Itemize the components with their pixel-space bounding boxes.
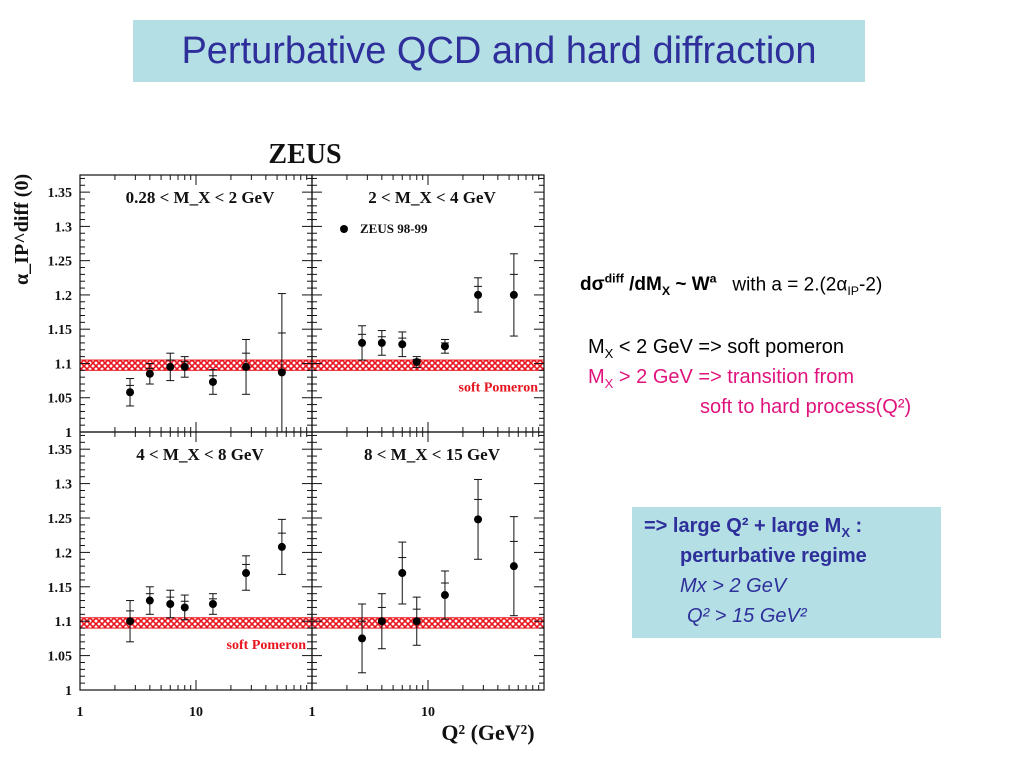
y-tick-label: 1.3 <box>55 478 73 493</box>
zeus-figure: ZEUS α_IP^diff (0) Q² (GeV²) 1 1.05 1.1 1.15 1.… <box>11 139 545 745</box>
y-tick-label: 1.05 <box>48 650 73 665</box>
y-tick-label: 1.3 <box>55 220 73 235</box>
data-point <box>398 569 407 578</box>
formula-with: with a = 2.(2 <box>716 274 837 296</box>
note-hard-process: soft to hard process(Q²) <box>700 396 912 418</box>
data-point <box>208 600 217 608</box>
note2-sub: X <box>604 376 614 391</box>
y-tick-label: 1.25 <box>48 255 73 270</box>
data-point <box>180 362 189 371</box>
formula-diff: diff <box>604 272 624 286</box>
panel-title: 4 < M_X < 8 GeV <box>136 445 264 464</box>
x-tick-label: 1 <box>309 705 316 720</box>
data-point <box>474 290 483 299</box>
note1-sub: X <box>604 346 614 361</box>
soft-pomeron-label: soft Pomeron <box>227 638 307 653</box>
x-tick-label: 10 <box>189 705 203 720</box>
y-tick-label: 1.35 <box>48 443 73 458</box>
slide-title: Perturbative QCD and hard diffraction <box>181 29 817 72</box>
data-point <box>242 569 251 578</box>
y-tick-label: 1.2 <box>55 289 73 304</box>
conclusion-line-3: Mx > 2 GeV <box>680 575 787 597</box>
data-point <box>358 634 367 643</box>
panel-title: 2 < M_X < 4 GeV <box>368 188 496 207</box>
note2-rest: > 2 GeV => transition from <box>613 366 855 388</box>
panel-title: 8 < M_X < 15 GeV <box>364 445 501 464</box>
formula-d: d <box>580 274 592 296</box>
note2-m: M <box>588 366 605 388</box>
data-point <box>440 591 449 600</box>
y-tick-label: 1.2 <box>55 546 73 561</box>
conclusion-1a: => large Q² + large M <box>644 515 842 537</box>
soft-pomeron-band <box>311 617 545 629</box>
formula-ip: IP <box>847 284 860 299</box>
x-tick-label: 10 <box>421 705 435 720</box>
formula-tilde: ~ <box>670 274 692 296</box>
legend-label: ZEUS 98-99 <box>360 221 428 236</box>
note-transition: MX > 2 GeV => transition from <box>588 366 854 391</box>
title-banner: Perturbative QCD and hard diffraction <box>133 20 865 82</box>
data-point <box>377 338 386 347</box>
x-tick-label: 1 <box>77 705 84 720</box>
data-point <box>145 369 154 378</box>
soft-pomeron-band <box>79 617 313 629</box>
data-point <box>412 617 421 626</box>
data-point <box>509 562 518 571</box>
conclusion-1sub: X <box>841 525 850 540</box>
data-point <box>398 340 407 349</box>
formula-sigma: σ <box>591 274 605 296</box>
formula-dm: /dM <box>623 274 662 296</box>
data-point <box>440 342 449 351</box>
conclusion-line-4: Q² > 15 GeV² <box>687 605 807 627</box>
soft-pomeron-band <box>311 359 545 371</box>
y-tick-label: 1 <box>65 426 72 441</box>
cross-section-formula: dσdiff /dMX ~ Wa with a = 2.(2αIP-2) <box>580 272 882 298</box>
note1-rest: < 2 GeV => soft pomeron <box>613 336 845 358</box>
formula-x: X <box>661 284 671 299</box>
y-tick-label: 1.15 <box>48 323 73 338</box>
data-point <box>277 368 286 377</box>
note1-m: M <box>588 336 605 358</box>
soft-pomeron-label: soft Pomeron <box>459 380 539 395</box>
data-point <box>126 617 135 626</box>
figure-xlabel: Q² (GeV²) <box>441 720 534 745</box>
data-point <box>208 377 217 386</box>
note-soft-pomeron: MX < 2 GeV => soft pomeron <box>588 336 844 361</box>
y-tick-label: 1.1 <box>55 615 73 630</box>
data-point <box>242 362 251 371</box>
panel-frame <box>79 174 313 433</box>
conclusion-line-1: => large Q² + large MX : <box>644 515 862 540</box>
figure-ylabel: α_IP^diff (0) <box>11 174 33 285</box>
data-point <box>377 617 386 626</box>
y-tick-label: 1.25 <box>48 512 73 527</box>
conclusion-line-2: perturbative regime <box>680 545 867 567</box>
formula-a: a <box>709 272 717 286</box>
formula-tail: -2) <box>859 274 883 296</box>
y-tick-label: 1.1 <box>55 357 73 372</box>
figure-experiment-label: ZEUS <box>268 139 341 170</box>
data-point <box>509 290 518 299</box>
data-point <box>166 362 175 371</box>
panel-title: 0.28 < M_X < 2 GeV <box>126 188 275 207</box>
data-point <box>166 600 175 608</box>
formula-alpha: α <box>836 274 848 296</box>
data-point <box>180 603 189 612</box>
conclusion-1b: : <box>849 515 863 537</box>
data-point <box>145 596 154 605</box>
y-tick-label: 1.05 <box>48 392 73 407</box>
formula-w: W <box>691 274 710 296</box>
panel-frame <box>311 431 545 691</box>
legend-marker <box>340 225 348 233</box>
data-point <box>474 515 483 524</box>
data-point <box>358 338 367 347</box>
data-point <box>277 542 286 551</box>
soft-pomeron-band <box>79 359 313 371</box>
y-tick-label: 1.15 <box>48 581 73 596</box>
data-point <box>126 388 135 397</box>
y-tick-label: 1.35 <box>48 186 73 201</box>
data-point <box>412 358 421 367</box>
conclusion-box: => large Q² + large MX : perturbative re… <box>632 507 941 638</box>
y-tick-label: 1 <box>65 684 72 699</box>
